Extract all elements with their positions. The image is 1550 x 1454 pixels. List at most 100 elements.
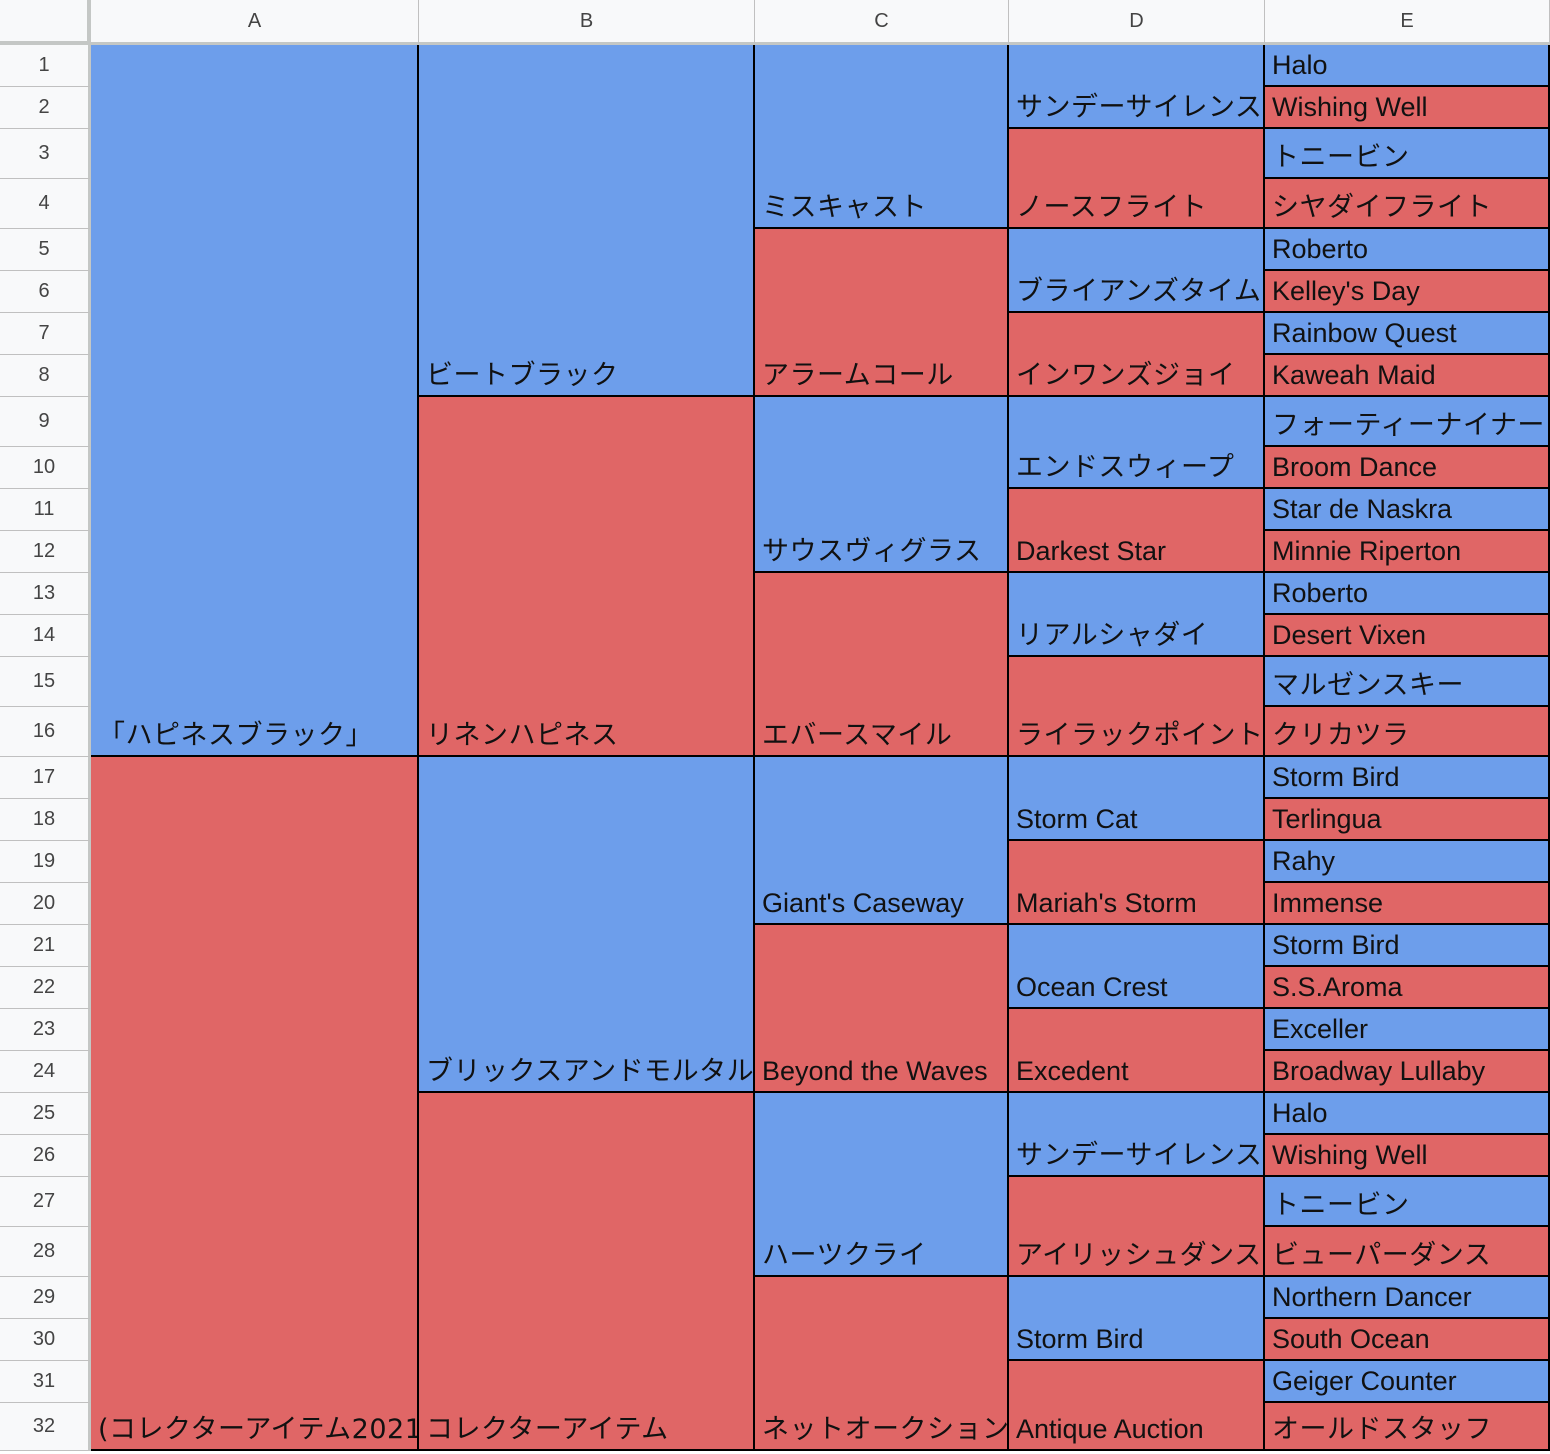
pedigree-cell-d[interactable]: Ocean Crest: [1009, 925, 1265, 1009]
pedigree-cell-d[interactable]: ノースフライト: [1009, 129, 1265, 229]
pedigree-cell-c[interactable]: Beyond the Waves: [755, 925, 1009, 1093]
pedigree-cell-e[interactable]: マルゼンスキー: [1265, 657, 1550, 707]
pedigree-cell-c[interactable]: ハーツクライ: [755, 1093, 1009, 1277]
column-header-b[interactable]: B: [419, 0, 755, 45]
pedigree-cell-e[interactable]: ビューパーダンス: [1265, 1227, 1550, 1277]
pedigree-cell-d[interactable]: エンドスウィープ: [1009, 397, 1265, 489]
row-header-16[interactable]: 16: [0, 707, 91, 757]
pedigree-cell-e[interactable]: South Ocean: [1265, 1319, 1550, 1361]
pedigree-cell-e[interactable]: Storm Bird: [1265, 925, 1550, 967]
row-header-20[interactable]: 20: [0, 883, 91, 925]
row-header-7[interactable]: 7: [0, 313, 91, 355]
row-header-12[interactable]: 12: [0, 531, 91, 573]
column-header-c[interactable]: C: [755, 0, 1009, 45]
pedigree-cell-e[interactable]: Minnie Riperton: [1265, 531, 1550, 573]
pedigree-cell-d[interactable]: Antique Auction: [1009, 1361, 1265, 1451]
pedigree-cell-a[interactable]: 「ハピネスブラック」: [91, 45, 419, 757]
row-header-8[interactable]: 8: [0, 355, 91, 397]
row-header-31[interactable]: 31: [0, 1361, 91, 1403]
row-header-15[interactable]: 15: [0, 657, 91, 707]
row-header-26[interactable]: 26: [0, 1135, 91, 1177]
pedigree-cell-d[interactable]: Storm Bird: [1009, 1277, 1265, 1361]
pedigree-cell-d[interactable]: アイリッシュダンス: [1009, 1177, 1265, 1277]
row-header-9[interactable]: 9: [0, 397, 91, 447]
pedigree-cell-d[interactable]: ブライアンズタイム: [1009, 229, 1265, 313]
pedigree-cell-e[interactable]: オールドスタッフ: [1265, 1403, 1550, 1451]
pedigree-cell-a[interactable]: (コレクターアイテム2021): [91, 757, 419, 1451]
row-header-13[interactable]: 13: [0, 573, 91, 615]
row-header-14[interactable]: 14: [0, 615, 91, 657]
pedigree-cell-e[interactable]: Rahy: [1265, 841, 1550, 883]
pedigree-cell-d[interactable]: インワンズジョイ: [1009, 313, 1265, 397]
pedigree-cell-e[interactable]: Halo: [1265, 1093, 1550, 1135]
row-header-24[interactable]: 24: [0, 1051, 91, 1093]
pedigree-cell-e[interactable]: クリカツラ: [1265, 707, 1550, 757]
pedigree-cell-b[interactable]: ビートブラック: [419, 45, 755, 397]
pedigree-cell-e[interactable]: Northern Dancer: [1265, 1277, 1550, 1319]
pedigree-cell-d[interactable]: サンデーサイレンス: [1009, 1093, 1265, 1177]
pedigree-cell-d[interactable]: リアルシャダイ: [1009, 573, 1265, 657]
pedigree-cell-d[interactable]: ライラックポイント: [1009, 657, 1265, 757]
pedigree-cell-e[interactable]: Halo: [1265, 45, 1550, 87]
pedigree-cell-b[interactable]: コレクターアイテム: [419, 1093, 755, 1451]
pedigree-cell-d[interactable]: Excedent: [1009, 1009, 1265, 1093]
pedigree-cell-e[interactable]: Storm Bird: [1265, 757, 1550, 799]
pedigree-cell-e[interactable]: Exceller: [1265, 1009, 1550, 1051]
pedigree-cell-e[interactable]: フォーティーナイナー: [1265, 397, 1550, 447]
row-header-18[interactable]: 18: [0, 799, 91, 841]
row-header-11[interactable]: 11: [0, 489, 91, 531]
pedigree-cell-e[interactable]: シヤダイフライト: [1265, 179, 1550, 229]
pedigree-cell-e[interactable]: Rainbow Quest: [1265, 313, 1550, 355]
row-header-6[interactable]: 6: [0, 271, 91, 313]
row-header-25[interactable]: 25: [0, 1093, 91, 1135]
row-header-17[interactable]: 17: [0, 757, 91, 799]
pedigree-cell-d[interactable]: Darkest Star: [1009, 489, 1265, 573]
pedigree-cell-c[interactable]: Giant's Caseway: [755, 757, 1009, 925]
row-header-30[interactable]: 30: [0, 1319, 91, 1361]
pedigree-cell-e[interactable]: Broadway Lullaby: [1265, 1051, 1550, 1093]
pedigree-cell-d[interactable]: Storm Cat: [1009, 757, 1265, 841]
pedigree-cell-e[interactable]: Wishing Well: [1265, 87, 1550, 129]
row-header-32[interactable]: 32: [0, 1403, 91, 1451]
row-header-3[interactable]: 3: [0, 129, 91, 179]
pedigree-cell-e[interactable]: Terlingua: [1265, 799, 1550, 841]
pedigree-cell-e[interactable]: トニービン: [1265, 1177, 1550, 1227]
pedigree-cell-e[interactable]: Broom Dance: [1265, 447, 1550, 489]
pedigree-cell-e[interactable]: Desert Vixen: [1265, 615, 1550, 657]
column-header-a[interactable]: A: [91, 0, 419, 45]
row-header-19[interactable]: 19: [0, 841, 91, 883]
pedigree-cell-b[interactable]: リネンハピネス: [419, 397, 755, 757]
row-header-5[interactable]: 5: [0, 229, 91, 271]
pedigree-cell-e[interactable]: Immense: [1265, 883, 1550, 925]
row-header-4[interactable]: 4: [0, 179, 91, 229]
pedigree-cell-c[interactable]: アラームコール: [755, 229, 1009, 397]
pedigree-cell-e[interactable]: Kelley's Day: [1265, 271, 1550, 313]
pedigree-cell-e[interactable]: Star de Naskra: [1265, 489, 1550, 531]
pedigree-cell-b[interactable]: ブリックスアンドモルタル: [419, 757, 755, 1093]
pedigree-cell-c[interactable]: ミスキャスト: [755, 45, 1009, 229]
column-header-d[interactable]: D: [1009, 0, 1265, 45]
pedigree-cell-d[interactable]: Mariah's Storm: [1009, 841, 1265, 925]
pedigree-cell-c[interactable]: エバースマイル: [755, 573, 1009, 757]
pedigree-cell-e[interactable]: Kaweah Maid: [1265, 355, 1550, 397]
pedigree-cell-e[interactable]: Geiger Counter: [1265, 1361, 1550, 1403]
row-header-10[interactable]: 10: [0, 447, 91, 489]
row-header-21[interactable]: 21: [0, 925, 91, 967]
pedigree-cell-c[interactable]: ネットオークション: [755, 1277, 1009, 1451]
pedigree-cell-e[interactable]: Wishing Well: [1265, 1135, 1550, 1177]
pedigree-cell-d[interactable]: サンデーサイレンス: [1009, 45, 1265, 129]
pedigree-cell-e[interactable]: トニービン: [1265, 129, 1550, 179]
row-header-28[interactable]: 28: [0, 1227, 91, 1277]
pedigree-cell-e[interactable]: S.S.Aroma: [1265, 967, 1550, 1009]
pedigree-cell-e[interactable]: Roberto: [1265, 573, 1550, 615]
row-header-2[interactable]: 2: [0, 87, 91, 129]
pedigree-cell-c[interactable]: サウスヴィグラス: [755, 397, 1009, 573]
row-header-29[interactable]: 29: [0, 1277, 91, 1319]
row-header-1[interactable]: 1: [0, 45, 91, 87]
row-header-22[interactable]: 22: [0, 967, 91, 1009]
pedigree-cell-e[interactable]: Roberto: [1265, 229, 1550, 271]
select-all-corner[interactable]: [0, 0, 91, 45]
row-header-23[interactable]: 23: [0, 1009, 91, 1051]
row-header-27[interactable]: 27: [0, 1177, 91, 1227]
column-header-e[interactable]: E: [1265, 0, 1550, 45]
